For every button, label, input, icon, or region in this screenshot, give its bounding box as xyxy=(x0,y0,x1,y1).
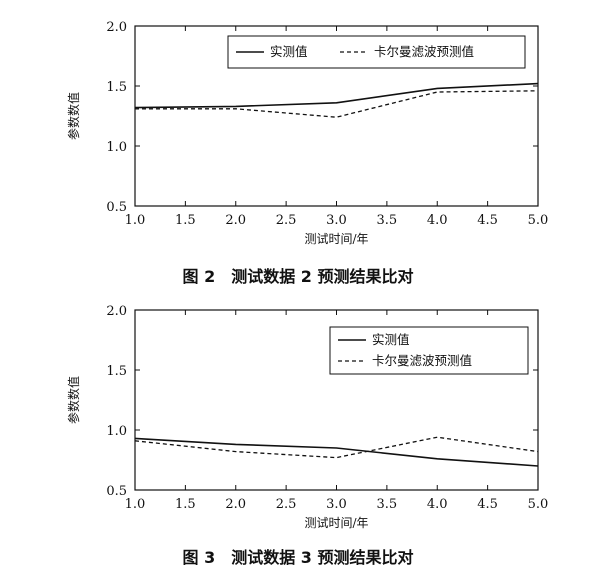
x-tick-label: 4.5 xyxy=(477,497,498,512)
x-tick-label: 1.0 xyxy=(125,213,146,228)
y-tick-label: 1.5 xyxy=(106,80,127,95)
series-line-kalman-forecast xyxy=(134,436,539,459)
y-tick-label: 2.0 xyxy=(106,304,127,319)
legend-box xyxy=(227,35,526,69)
x-tick-label: 3.5 xyxy=(377,213,398,228)
x-tick-label: 2.5 xyxy=(276,213,297,228)
y-tick-label: 1.5 xyxy=(106,364,127,379)
x-tick-label: 4.5 xyxy=(477,213,498,228)
x-axis-label: 测试时间/年 xyxy=(304,515,368,530)
x-tick-label: 3.0 xyxy=(326,213,347,228)
x-tick-label: 4.0 xyxy=(427,213,448,228)
x-tick-label: 3.0 xyxy=(326,497,347,512)
x-tick-label: 1.5 xyxy=(175,497,196,512)
y-tick-label: 1.0 xyxy=(106,424,127,439)
legend-box xyxy=(329,326,529,375)
legend-label-kalman-forecast: 卡尔曼滤波预测值 xyxy=(372,353,472,368)
legend-label-measured: 实测值 xyxy=(270,44,308,59)
x-tick-label: 2.5 xyxy=(276,497,297,512)
y-axis-label: 参数数值 xyxy=(66,92,81,140)
x-tick-label: 1.0 xyxy=(125,497,146,512)
y-tick-label: 2.0 xyxy=(106,20,127,35)
chart-figure-2: 1.0 1.5 2.0 2.5 3.0 3.5 4.0 4.5 5.00.51.01.52.0测… xyxy=(66,20,548,286)
figure-caption: 图 2 测试数据 2 预测结果比对 xyxy=(183,267,414,286)
x-tick-label: 3.5 xyxy=(377,497,398,512)
x-tick-label: 5.0 xyxy=(528,497,549,512)
series-line-kalman-forecast xyxy=(135,90,539,118)
legend-label-measured: 实测值 xyxy=(372,332,410,347)
y-tick-label: 0.5 xyxy=(106,200,127,215)
legend-label-kalman-forecast: 卡尔曼滤波预测值 xyxy=(374,44,474,59)
x-tick-label: 4.0 xyxy=(427,497,448,512)
series-line-measured xyxy=(134,82,539,109)
x-axis-label: 测试时间/年 xyxy=(304,231,368,246)
y-tick-label: 1.0 xyxy=(106,140,127,155)
y-axis-label: 参数数值 xyxy=(66,376,81,424)
x-tick-label: 1.5 xyxy=(175,213,196,228)
x-tick-label: 2.0 xyxy=(225,497,246,512)
figure-caption: 图 3 测试数据 3 预测结果比对 xyxy=(183,548,414,567)
series-line-measured xyxy=(134,437,539,467)
x-tick-label: 2.0 xyxy=(225,213,246,228)
chart-figure-3: 1.0 1.5 2.0 2.5 3.0 3.5 4.0 4.5 5.00.51.01.52.0测… xyxy=(66,304,548,567)
y-tick-label: 0.5 xyxy=(106,484,127,499)
x-tick-label: 5.0 xyxy=(528,213,549,228)
